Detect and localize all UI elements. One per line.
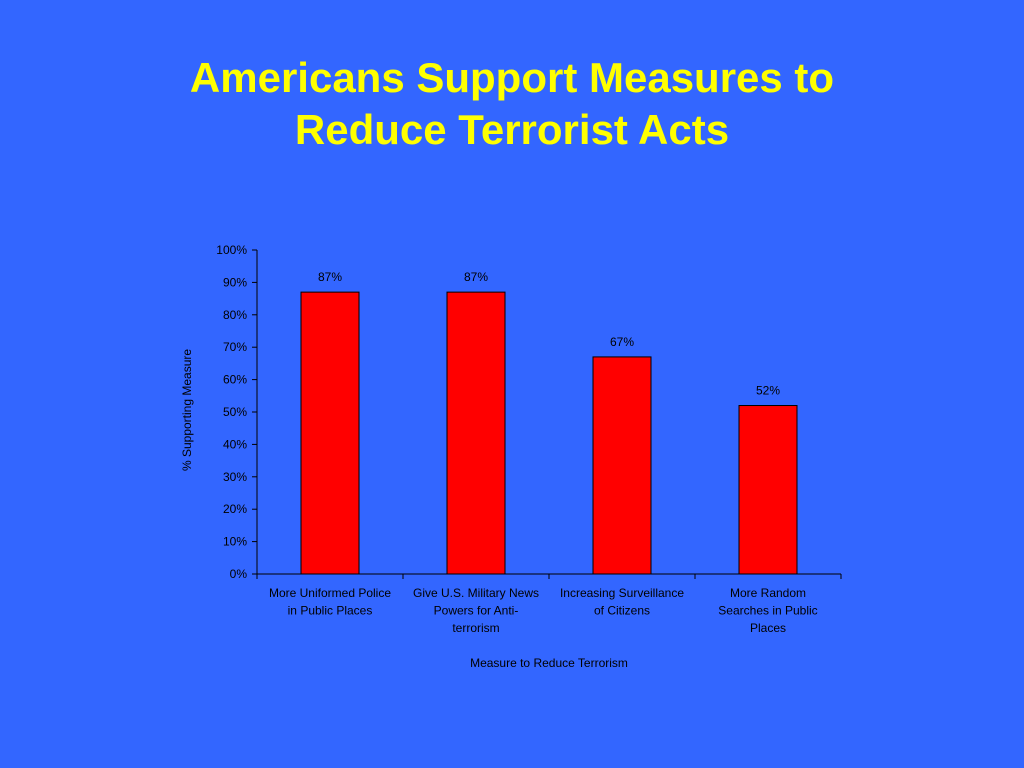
page-title: Americans Support Measures to Reduce Ter… xyxy=(0,52,1024,156)
y-tick-label: 20% xyxy=(223,502,247,516)
bar xyxy=(738,405,798,575)
category-labels: More Uniformed Police in Public Places Giv… xyxy=(269,586,818,635)
y-tick-label: 60% xyxy=(223,373,247,387)
bars xyxy=(300,291,798,575)
y-axis: 0% 10% 20% 30% 40% 50% 60% 70% 80% 90% 100% xyxy=(216,243,258,581)
x-axis xyxy=(256,573,842,579)
category-label: Increasing Surveillance of Citizens xyxy=(560,586,684,618)
data-label: 87% xyxy=(318,270,342,284)
data-label: 52% xyxy=(756,384,780,398)
category-label: More Random Searches in Public Places xyxy=(718,586,817,635)
y-tick-label: 10% xyxy=(223,535,247,549)
y-tick-label: 100% xyxy=(216,243,247,257)
y-tick-label: 50% xyxy=(223,405,247,419)
title-line-1: Americans Support Measures to xyxy=(189,54,835,101)
y-tick-label: 0% xyxy=(230,567,248,581)
y-axis-title: % Supporting Measure xyxy=(180,349,194,471)
y-tick-label: 80% xyxy=(223,308,247,322)
y-tick-label: 40% xyxy=(223,437,247,451)
data-label: 67% xyxy=(610,335,634,349)
bar xyxy=(300,291,360,575)
data-label: 87% xyxy=(464,270,488,284)
title-line-2: Reduce Terrorist Acts xyxy=(294,106,730,153)
category-label: More Uniformed Police in Public Places xyxy=(269,586,391,618)
x-axis-title: Measure to Reduce Terrorism xyxy=(470,656,628,670)
bar xyxy=(592,356,652,575)
y-tick-label: 90% xyxy=(223,275,247,289)
category-label: Give U.S. Military News Powers for Anti-t… xyxy=(413,586,539,635)
y-tick-label: 30% xyxy=(223,470,247,484)
bar xyxy=(446,291,506,575)
data-labels: 87% 87% 67% 52% xyxy=(318,270,780,397)
y-tick-label: 70% xyxy=(223,340,247,354)
